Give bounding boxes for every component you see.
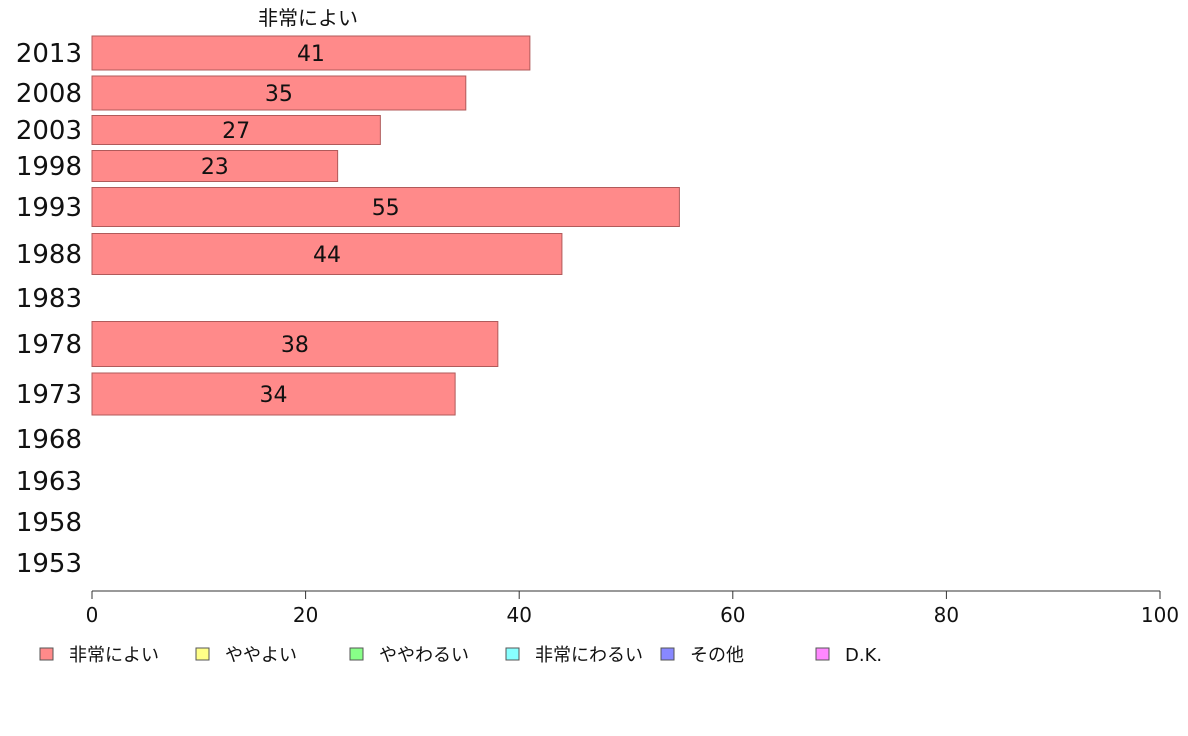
legend-swatch [195,647,210,661]
legend-label: ややよい [225,645,297,666]
y-tick-label: 1968 [16,425,82,455]
x-tick-label: 40 [506,603,531,627]
y-tick-label: 1983 [16,284,82,314]
bar [91,321,499,367]
legend-label: その他 [690,645,744,666]
bar-value-label: 35 [265,82,293,107]
legend-label: D.K. [845,645,882,666]
y-tick-label: 1953 [16,549,82,579]
bar-value-label: 23 [201,155,229,180]
y-tick-label: 2013 [16,39,82,69]
bar-value-label: 27 [222,119,250,144]
series-title: 非常によい [258,6,358,30]
bar-value-label: 41 [297,42,325,67]
bar-value-label: 44 [313,243,341,268]
bar [91,372,456,416]
x-tick-label: 80 [934,603,959,627]
y-tick-label: 1973 [16,380,82,410]
legend-label: 非常によい [69,645,159,666]
x-axis: 0 20 40 60 80 100 [86,590,1179,627]
bar [91,233,563,275]
bar [91,35,531,71]
bar-value-label: 38 [281,333,309,358]
x-tick-label: 0 [86,603,99,627]
legend-swatch [815,647,830,661]
bar-value-label: 55 [372,196,400,221]
bar [91,75,467,111]
legend-swatch [505,647,520,661]
legend-label: ややわるい [379,645,469,666]
y-axis-labels: 2013 2008 2003 1998 1993 1988 1983 1978 1973 1968… [16,39,82,579]
y-tick-label: 1963 [16,467,82,497]
x-tick-label: 20 [293,603,318,627]
y-tick-label: 1978 [16,330,82,360]
y-tick-label: 2008 [16,79,82,109]
legend-swatch [39,647,54,661]
bar [91,187,680,227]
bar [91,115,381,145]
x-tick-label: 100 [1141,603,1179,627]
y-tick-label: 2003 [16,116,82,146]
y-tick-label: 1958 [16,508,82,538]
legend-swatch [660,647,675,661]
y-tick-label: 1988 [16,240,82,270]
legend-swatch [349,647,364,661]
legend: 非常によい ややよい ややわるい 非常にわるい その他 D.K. [39,645,882,666]
bar-value-label: 34 [260,383,288,408]
y-tick-label: 1998 [16,152,82,182]
y-tick-label: 1993 [16,193,82,223]
x-tick-label: 60 [720,603,745,627]
bar [91,150,339,182]
legend-label: 非常にわるい [535,645,643,666]
